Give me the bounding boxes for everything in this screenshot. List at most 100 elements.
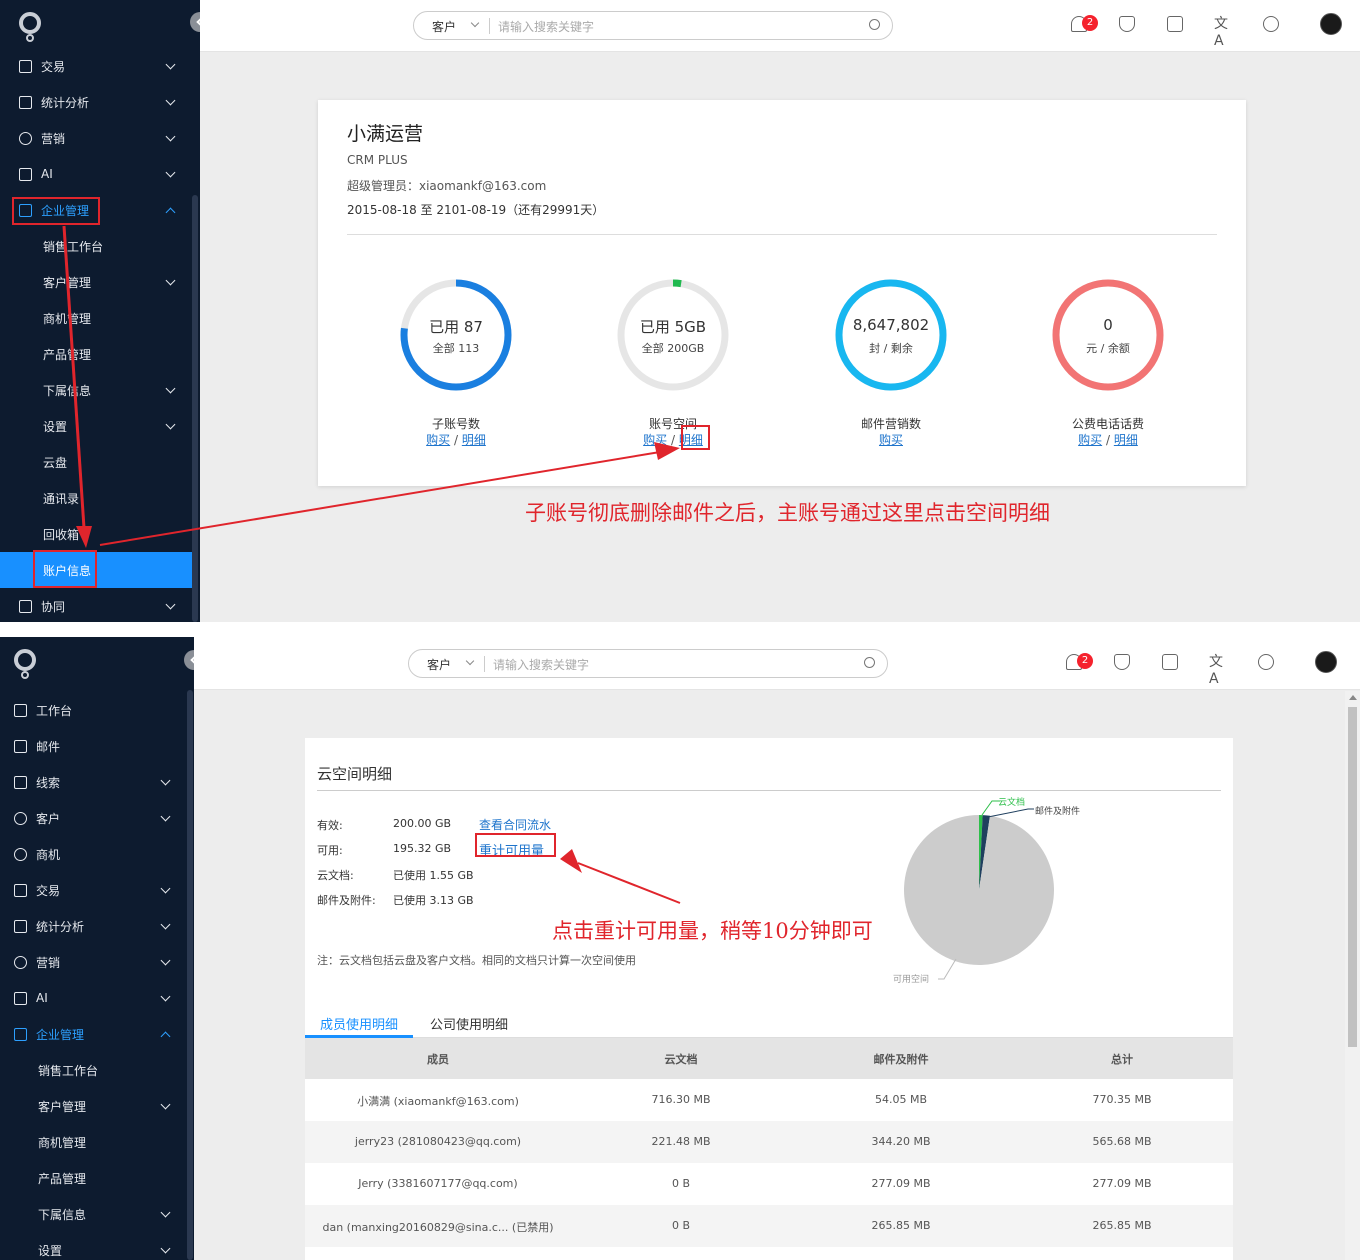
sidebar-item-label: 客户管理 [43,275,92,290]
sidebar-item-sub-15[interactable]: 设置 [0,1232,187,1260]
buy-link[interactable]: 购买 [878,433,903,447]
col-cloud-docs: 云文档 [664,1053,698,1066]
sidebar-item-ai[interactable]: AI [0,156,192,192]
sidebar-item-target[interactable]: 营销 [0,120,192,156]
sidebar-item-org[interactable]: 企业管理 [0,192,192,228]
page-scrollbar[interactable] [1345,691,1360,1260]
chevron-down-icon [165,383,176,394]
usage-ring [1052,279,1164,391]
mail-icon[interactable] [1167,16,1183,32]
plan-name: CRM PLUS [347,153,408,167]
sidebar-item-ai[interactable]: AI [0,980,187,1016]
detail-link[interactable]: 明细 [461,433,486,447]
sidebar-item-chart[interactable]: 统计分析 [0,84,192,120]
chevron-up-icon [160,1031,171,1042]
mail-icon[interactable] [1162,654,1178,670]
stat-label: 账号空间 [648,417,697,431]
chevron-down-icon [160,1207,171,1218]
tab-member-usage[interactable]: 成员使用明细 [320,1018,399,1033]
sidebar-item-sub-10[interactable]: 销售工作台 [0,1052,187,1088]
sidebar-item-label: 统计分析 [41,95,90,110]
space-key: 邮件及附件: [317,894,376,907]
chevron-down-icon[interactable] [465,656,475,666]
opportunity-icon [14,847,27,861]
cell-member: dan (manxing20160829@sina.c... (已禁用) [322,1221,554,1234]
sidebar-item-sub-6[interactable]: 客户管理 [0,264,192,300]
sidebar-item-chart[interactable]: 统计分析 [0,908,187,944]
shield-icon[interactable] [1119,16,1135,32]
app-logo[interactable] [14,649,36,679]
sidebar-item-label: 商机管理 [38,1135,87,1150]
avatar[interactable] [1320,13,1342,35]
search-icon[interactable] [864,657,875,668]
transaction-icon [14,883,27,897]
sidebar-item-sub-13[interactable]: 产品管理 [0,1160,187,1196]
table-row: 小满满 (xiaomankf@163.com) 716.30 MB 54.05 MB… [305,1079,1233,1121]
cell-member: 小满满 (xiaomankf@163.com) [357,1095,519,1108]
global-search[interactable]: 客户 请输入搜索关键字 [408,649,888,678]
sidebar-item-label: 工作台 [36,703,73,718]
notification-badge: 2 [1082,15,1098,31]
handshake-icon [19,599,32,613]
sidebar: 工作台邮件线索 客户 商机 交易 统计分析 营销 AI 企业管理 销售工作台 客户管理商机管理产品… [0,637,194,1260]
sidebar-item-sub-5[interactable]: 销售工作台 [0,228,192,264]
super-admin: 超级管理员：xiaomankf@163.com [347,179,547,193]
search-scope-select[interactable]: 客户 [432,20,457,34]
col-member: 成员 [427,1053,449,1066]
sidebar-scrollbar[interactable] [187,690,193,1260]
avatar[interactable] [1315,651,1337,673]
sidebar-item-sub-8[interactable]: 产品管理 [0,336,192,372]
sidebar-item-dashboard[interactable]: 工作台 [0,692,187,728]
sidebar-item-sub-13[interactable]: 回收箱 [0,516,192,552]
app-logo[interactable] [19,12,41,42]
sidebar-item-sub-11[interactable]: 客户管理 [0,1088,187,1124]
chevron-down-icon[interactable] [470,18,480,28]
space-detail-screen: 工作台 邮件 线索 客户 商机 交易 统计分析 营销 AI 企业管理 销售工作台 客户管理 商机管理 产品… [0,637,1360,1260]
search-icon[interactable] [869,19,880,30]
sidebar-item-sub-12[interactable]: 商机管理 [0,1124,187,1160]
sidebar-item-label: 下属信息 [43,383,92,398]
sidebar-item-handshake[interactable]: 协同 [0,588,192,622]
sidebar-item-target[interactable]: 营销 [0,944,187,980]
sidebar-item-sub-11[interactable]: 云盘 [0,444,192,480]
sidebar-item-opportunity[interactable]: 商机 [0,836,187,872]
sidebar-item-transaction[interactable]: 交易 [0,872,187,908]
sidebar-item-label: 邮件 [36,739,61,754]
detail-link[interactable]: 明细 [1113,433,1138,447]
tab-company-usage[interactable]: 公司使用明细 [430,1018,509,1033]
detail-link[interactable]: 明细 [678,433,703,447]
table-row: dan (manxing20160829@sina.c... (已禁用) 0 B 2… [305,1205,1233,1247]
search-input[interactable]: 请输入搜索关键字 [493,658,590,672]
sidebar-scrollbar[interactable] [192,195,198,622]
help-icon[interactable] [1258,654,1274,670]
shield-icon[interactable] [1114,654,1130,670]
cell-mail: 265.85 MB [871,1219,931,1232]
buy-link[interactable]: 购买 [426,433,451,447]
sidebar-item-label: 企业管理 [41,203,90,218]
space-value: 195.32 GB [393,842,452,855]
sidebar-item-customer[interactable]: 客户 [0,800,187,836]
sidebar-item-sub-7[interactable]: 商机管理 [0,300,192,336]
customer-icon [14,811,27,825]
cell-mail: 54.05 MB [874,1093,928,1106]
sidebar-item-sub-10[interactable]: 设置 [0,408,192,444]
pie-label-free: 可用空间 [893,975,930,985]
sidebar-item-transaction[interactable]: 交易 [0,48,192,84]
sidebar-item-mail[interactable]: 邮件 [0,728,187,764]
buy-link[interactable]: 购买 [643,433,668,447]
target-icon [14,955,27,969]
translate-icon[interactable]: 文A [1209,654,1223,687]
translate-icon[interactable]: 文A [1214,16,1228,49]
global-search[interactable]: 客户 请输入搜索关键字 [413,11,893,40]
sidebar-item-sub-14[interactable]: 下属信息 [0,1196,187,1232]
search-scope-select[interactable]: 客户 [427,658,452,672]
sidebar-item-sub-12[interactable]: 通讯录 [0,480,192,516]
contract-flow-link[interactable]: 查看合同流水 [479,818,552,832]
sidebar-item-sub-9[interactable]: 下属信息 [0,372,192,408]
buy-link[interactable]: 购买 [1078,433,1103,447]
help-icon[interactable] [1263,16,1279,32]
sidebar-item-leads[interactable]: 线索 [0,764,187,800]
sidebar-item-org[interactable]: 企业管理 [0,1016,187,1052]
chevron-down-icon [160,1099,171,1110]
search-input[interactable]: 请输入搜索关键字 [498,20,595,34]
